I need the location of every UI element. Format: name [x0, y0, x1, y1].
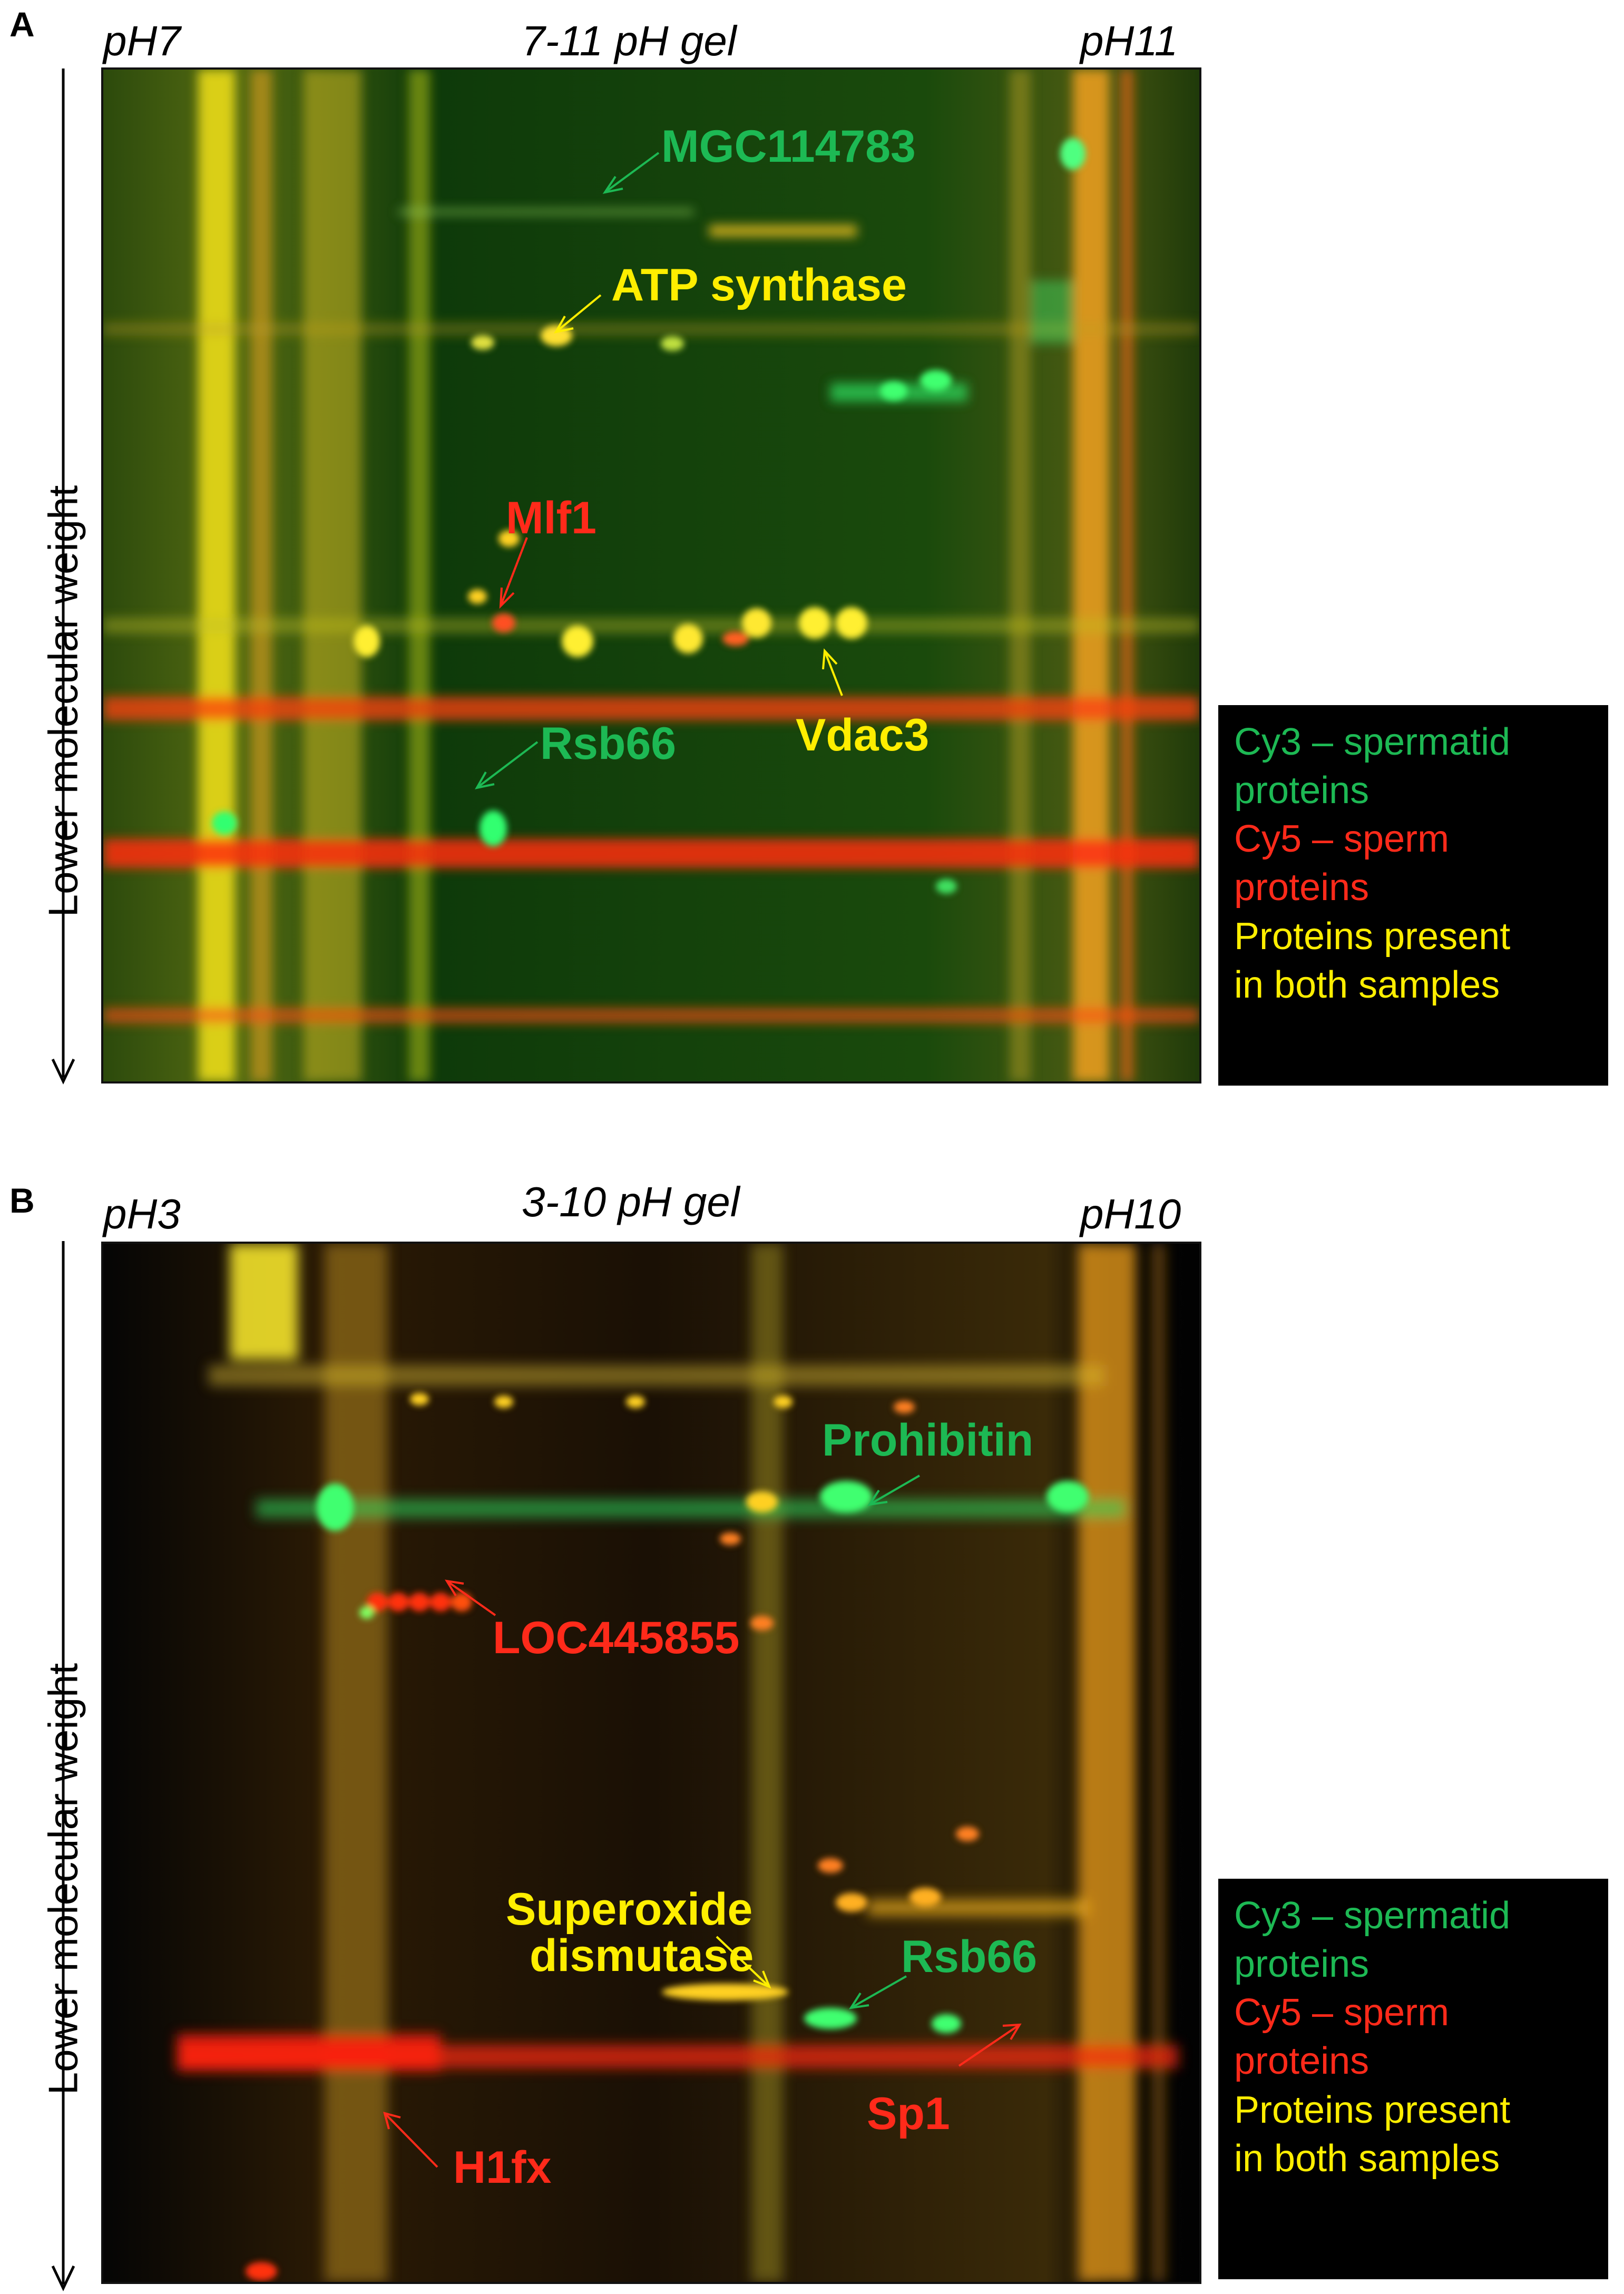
- panel-a-arrows: [475, 152, 843, 789]
- panel-b-legend-both-line1: Proteins present: [1234, 2088, 1511, 2131]
- panel-b-legend-cy5-line2: proteins: [1234, 2040, 1369, 2083]
- panel-a-ph-left: pH7: [103, 17, 181, 64]
- panel-b-ph-right: pH10: [1080, 1190, 1181, 1237]
- panel-b-legend-cy3-line1: Cy3 – spermatid: [1234, 1895, 1511, 1937]
- panel-b-legend-cy5-line1: Cy5 – sperm: [1234, 1992, 1450, 2034]
- panel-a-legend: Cy3 – spermatid proteins Cy5 – sperm pro…: [1218, 705, 1608, 1086]
- panel-a-label-vdac3: Vdac3: [796, 710, 930, 760]
- panel-a-gel-image: [101, 67, 1201, 1083]
- panel-b-label-rsb66: Rsb66: [901, 1931, 1038, 1982]
- panel-b-gel-graphic: [103, 1244, 1199, 2282]
- panel-b-legend-both-line2: in both samples: [1234, 2137, 1500, 2180]
- panel-a-title: 7-11 pH gel: [522, 17, 737, 64]
- panel-b-gel-image: [101, 1242, 1201, 2284]
- panel-b-label-h1fx: H1fx: [453, 2142, 552, 2193]
- panel-a-ph-right: pH11: [1080, 17, 1178, 64]
- panel-b-label-superoxide: Superoxide: [506, 1884, 753, 1935]
- panel-b-label-prohibitin: Prohibitin: [822, 1415, 1034, 1466]
- panel-a-label-mlf1: Mlf1: [506, 493, 596, 543]
- panel-a-legend-cy3-line1: Cy3 – spermatid: [1234, 721, 1511, 763]
- panel-a-label-mgc114783: MGC114783: [661, 121, 916, 172]
- panel-b-arrows: [383, 1475, 1022, 2168]
- panel-a-legend-cy3-line2: proteins: [1234, 769, 1369, 812]
- panel-a-legend-cy5-line2: proteins: [1234, 866, 1369, 909]
- panel-a-legend-both-line2: in both samples: [1234, 963, 1500, 1006]
- panel-b-label-sp1: Sp1: [867, 2088, 950, 2139]
- panel-b-legend: Cy3 – spermatid proteins Cy5 – sperm pro…: [1218, 1879, 1608, 2279]
- panel-a-gel-graphic: [103, 70, 1199, 1081]
- panel-a-y-axis-arrow: [51, 69, 75, 1085]
- panel-a-letter: A: [9, 5, 35, 44]
- panel-a-label-atp-synthase: ATP synthase: [611, 260, 907, 310]
- panel-a-legend-cy5-line1: Cy5 – sperm: [1234, 818, 1450, 861]
- panel-b-label-dismutase: dismutase: [530, 1930, 754, 1981]
- panel-b-legend-cy3-line2: proteins: [1234, 1943, 1369, 1986]
- panel-a-legend-both-line1: Proteins present: [1234, 915, 1511, 958]
- panel-b-letter: B: [9, 1181, 35, 1220]
- panel-b-label-loc445855: LOC445855: [493, 1613, 740, 1663]
- panel-a-label-rsb66: Rsb66: [540, 718, 677, 769]
- panel-b-y-axis-arrow: [51, 1241, 75, 2291]
- panel-b-ph-left: pH3: [103, 1190, 181, 1237]
- panel-b-title: 3-10 pH gel: [522, 1178, 740, 1225]
